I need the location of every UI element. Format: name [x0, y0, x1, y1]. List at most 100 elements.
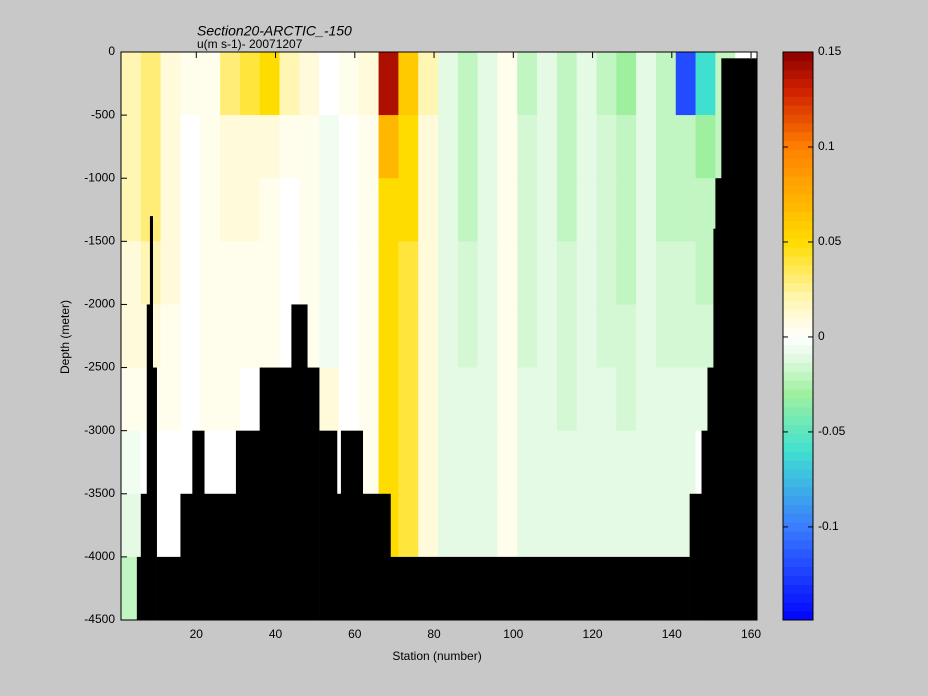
heatmap-cell: [438, 430, 459, 495]
heatmap-cell: [517, 430, 538, 495]
heatmap-cell: [358, 178, 379, 242]
heatmap-cell: [675, 304, 696, 368]
heatmap-cell: [695, 178, 716, 242]
heatmap-cell: [438, 115, 459, 179]
heatmap-cell: [259, 178, 280, 242]
heatmap-cell: [457, 430, 478, 495]
y-tick-label: 0: [108, 44, 115, 58]
heatmap-cell: [655, 367, 677, 431]
colorbar-swatch: [783, 140, 813, 151]
heatmap-cell: [160, 178, 181, 242]
heatmap-cell: [576, 52, 597, 116]
y-tick-label: -3000: [84, 423, 115, 437]
heatmap-cell: [537, 430, 558, 495]
heatmap-cell: [418, 178, 439, 242]
heatmap-cell: [517, 367, 538, 431]
heatmap-cell: [279, 115, 300, 179]
heatmap-cell: [121, 367, 142, 431]
heatmap-cell: [556, 367, 578, 431]
x-tick-label: 140: [662, 627, 682, 641]
heatmap-cell: [200, 430, 221, 495]
colorbar-swatch: [783, 69, 813, 80]
heatmap-cell: [140, 115, 161, 179]
heatmap-cell: [675, 241, 696, 305]
heatmap-cell: [200, 241, 221, 305]
heatmap-cell: [220, 241, 241, 305]
heatmap-cell: [457, 241, 478, 305]
heatmap-cell: [477, 241, 498, 305]
heatmap-cell: [140, 52, 161, 116]
heatmap-cell: [655, 430, 677, 495]
x-tick-label: 60: [348, 627, 362, 641]
colorbar-tick-label: -0.1: [818, 519, 839, 533]
x-tick-label: 80: [427, 627, 441, 641]
heatmap-cell: [636, 52, 657, 116]
heatmap-cell: [319, 178, 340, 242]
colorbar-swatch: [783, 327, 813, 337]
bathymetry: [235, 430, 260, 620]
heatmap-cell: [200, 52, 221, 116]
colorbar-swatch: [783, 504, 813, 514]
heatmap-cell: [457, 52, 478, 116]
heatmap-cell: [438, 241, 459, 305]
heatmap-cell: [160, 304, 181, 368]
heatmap-cell: [180, 178, 201, 242]
bathymetry: [146, 304, 151, 620]
heatmap-cell: [398, 241, 419, 305]
heatmap-cell: [220, 367, 241, 431]
heatmap-cell: [477, 367, 498, 431]
bathymetry: [701, 430, 708, 620]
colorbar-swatch: [783, 256, 813, 266]
heatmap-cell: [636, 115, 657, 179]
bathymetry: [291, 304, 308, 620]
heatmap-cell: [299, 52, 320, 116]
bathymetry: [307, 367, 320, 620]
colorbar-swatch: [783, 114, 813, 124]
bathymetry: [180, 493, 193, 620]
heatmap-cell: [457, 115, 478, 179]
heatmap-cell: [279, 241, 300, 305]
heatmap-cell: [378, 241, 399, 305]
colorbar-swatch: [783, 549, 813, 559]
heatmap-cell: [438, 52, 459, 116]
heatmap-cell: [200, 367, 221, 431]
heatmap-cell: [358, 367, 379, 431]
heatmap-cell: [121, 430, 142, 495]
colorbar-swatch: [783, 238, 813, 248]
heatmap-cell: [338, 304, 360, 368]
heatmap-cell: [121, 178, 142, 242]
heatmap-cell: [695, 52, 716, 116]
colorbar-tick-label: -0.05: [818, 424, 846, 438]
heatmap-cell: [160, 52, 181, 116]
colorbar-swatch: [783, 611, 813, 621]
heatmap-cell: [259, 241, 280, 305]
bathymetry: [336, 493, 342, 620]
colorbar-swatch: [783, 167, 813, 177]
colorbar-swatch: [783, 353, 813, 364]
heatmap-cell: [616, 115, 637, 179]
heatmap-cell: [537, 115, 558, 179]
colorbar-swatch: [783, 495, 813, 506]
colorbar-swatch: [783, 185, 813, 195]
bathymetry: [715, 178, 722, 620]
chart-title: Section20-ARCTIC_-150: [197, 23, 352, 39]
heatmap-cell: [180, 241, 201, 305]
heatmap-cell: [279, 178, 300, 242]
y-tick-label: -500: [91, 107, 115, 121]
heatmap-cell: [457, 493, 478, 558]
colorbar-swatch: [783, 593, 813, 603]
heatmap-cell: [517, 115, 538, 179]
heatmap-cell: [596, 52, 617, 116]
colorbar-swatch: [783, 451, 813, 461]
heatmap-cell: [121, 304, 142, 368]
heatmap-cell: [438, 367, 459, 431]
heatmap-cell: [418, 367, 439, 431]
heatmap-cell: [398, 115, 419, 179]
heatmap-cell: [398, 430, 419, 495]
heatmap-cell: [517, 241, 538, 305]
y-tick-label: -4500: [84, 612, 115, 626]
heatmap-cell: [556, 241, 578, 305]
heatmap-cell: [636, 493, 657, 558]
x-tick-label: 100: [503, 627, 523, 641]
colorbar-swatch: [783, 398, 813, 408]
